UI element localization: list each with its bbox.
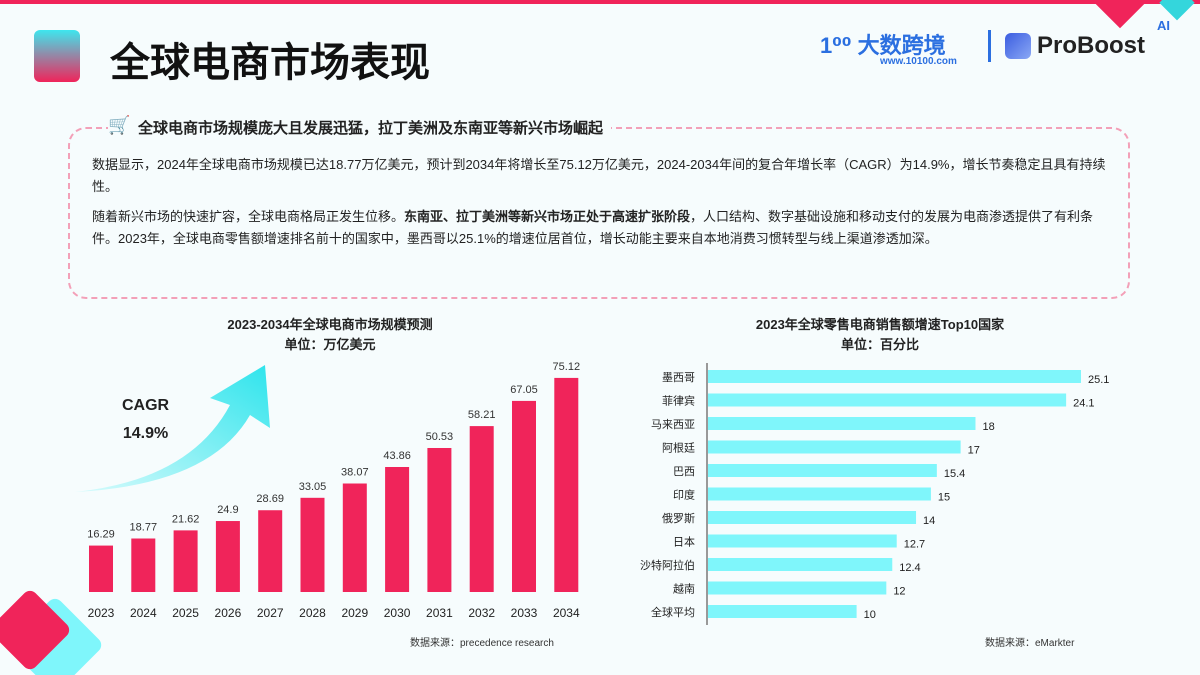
bar-2031	[427, 447, 452, 592]
top-accent-bar	[0, 0, 1200, 4]
x-tick-label-2033: 2033	[511, 606, 538, 620]
data-label-沙特阿拉伯: 12.4	[899, 562, 920, 574]
bar-全球平均	[708, 605, 857, 618]
data-label-越南: 12	[893, 586, 905, 598]
data-label-巴西: 15.4	[944, 468, 965, 480]
x-tick-label-2026: 2026	[215, 606, 242, 620]
x-tick-label-2031: 2031	[426, 606, 453, 620]
data-label-俄罗斯: 14	[923, 515, 935, 527]
data-label-2025: 21.62	[172, 513, 200, 525]
x-tick-label-2032: 2032	[468, 606, 495, 620]
data-label-2023: 16.29	[87, 529, 115, 541]
decorative-corner-shapes	[0, 590, 102, 675]
bar-巴西	[708, 464, 937, 477]
growth-arrow-icon	[75, 365, 270, 492]
y-tick-label-墨西哥: 墨西哥	[662, 371, 695, 384]
data-label-2024: 18.77	[130, 522, 158, 534]
data-label-马来西亚: 18	[982, 421, 994, 433]
right-chart-source: 数据来源：eMarkter	[985, 638, 1075, 649]
bar-2023	[89, 545, 113, 592]
data-label-2027: 28.69	[256, 493, 284, 505]
bar-马来西亚	[708, 417, 976, 430]
summary-heading: 🛒 全球电商市场规模庞大且发展迅猛，拉丁美洲及东南亚等新兴市场崛起	[108, 115, 612, 138]
bar-2034	[554, 377, 579, 592]
data-label-2034: 75.12	[553, 361, 581, 373]
x-tick-label-2034: 2034	[553, 606, 580, 620]
x-tick-label-2030: 2030	[384, 606, 411, 620]
data-label-阿根廷: 17	[968, 445, 980, 457]
bar-2032	[469, 426, 494, 592]
right-chart-title: 2023年全球零售电商销售额增速Top10国家 单位：百分比	[755, 317, 1005, 352]
y-tick-label-菲律宾: 菲律宾	[662, 394, 695, 408]
data-label-印度: 15	[938, 492, 950, 504]
market-size-bar-chart: 16.29 2023 18.77 2024 21.62 2025 24.9 2026 28.69…	[87, 361, 581, 620]
data-label-2031: 50.53	[426, 431, 454, 443]
x-tick-label-2023: 2023	[88, 606, 115, 620]
bar-阿根廷	[708, 440, 961, 454]
x-tick-label-2029: 2029	[341, 606, 368, 620]
decorative-shapes	[1091, 0, 1195, 29]
y-tick-label-巴西: 巴西	[673, 466, 695, 478]
bar-越南	[708, 581, 887, 595]
bar-印度	[708, 487, 931, 501]
logo-10100: 1⁰⁰ 大数跨境 www.10100.com	[820, 33, 957, 67]
data-label-日本: 12.7	[904, 539, 925, 551]
logo-divider	[988, 30, 991, 62]
y-tick-label-沙特阿拉伯: 沙特阿拉伯	[640, 558, 695, 572]
x-tick-label-2028: 2028	[299, 606, 326, 620]
bar-2026	[215, 521, 240, 592]
data-label-2026: 24.9	[217, 504, 238, 516]
data-label-2032: 58.21	[468, 409, 496, 421]
y-tick-label-全球平均: 全球平均	[651, 605, 695, 619]
phone-shopping-icon	[34, 30, 80, 82]
y-tick-label-俄罗斯: 俄罗斯	[662, 512, 695, 525]
y-tick-label-印度: 印度	[673, 488, 695, 502]
x-tick-label-2027: 2027	[257, 606, 284, 620]
x-tick-label-2025: 2025	[172, 606, 199, 620]
data-label-2030: 43.86	[383, 450, 411, 462]
data-label-菲律宾: 24.1	[1073, 398, 1094, 410]
cagr-annotation: CAGR 14.9%	[122, 397, 170, 442]
shopping-cart-icon: 🛒	[108, 115, 131, 135]
y-tick-label-越南: 越南	[673, 582, 695, 596]
bar-沙特阿拉伯	[708, 558, 893, 571]
bar-2028	[300, 497, 325, 592]
bar-2024	[131, 538, 156, 592]
summary-paragraph-2: 随着新兴市场的快速扩容，全球电商格局正发生位移。东南亚、拉丁美洲等新兴市场正处于…	[92, 209, 1094, 246]
data-label-2033: 67.05	[510, 384, 538, 396]
bar-日本	[708, 534, 897, 548]
bar-2025	[173, 530, 198, 592]
left-chart-title: 2023-2034年全球电商市场规模预测 单位：万亿美元	[227, 317, 433, 352]
left-chart-source: 数据来源：precedence research	[410, 638, 554, 649]
growth-rate-bar-chart: 墨西哥 25.1 菲律宾 24.1 马来西亚 18 阿根廷 17 巴西 15.4 印度 15 俄罗斯 14…	[640, 363, 1109, 625]
bar-2027	[258, 510, 283, 592]
data-label-2029: 38.07	[341, 467, 369, 479]
ai-badge: AI	[1157, 18, 1170, 33]
logo-proboost: ProBoost	[1005, 32, 1145, 60]
bar-2029	[342, 483, 367, 592]
y-tick-label-马来西亚: 马来西亚	[651, 418, 695, 431]
bar-俄罗斯	[708, 511, 917, 524]
bar-墨西哥	[708, 370, 1081, 383]
y-tick-label-阿根廷: 阿根廷	[662, 441, 695, 455]
bar-菲律宾	[708, 393, 1067, 407]
bar-2030	[385, 466, 410, 592]
data-label-墨西哥: 25.1	[1088, 374, 1109, 386]
data-label-2028: 33.05	[299, 481, 327, 493]
page-title: 全球电商市场表现	[110, 41, 430, 85]
proboost-icon	[1005, 33, 1031, 59]
bar-2033	[512, 400, 536, 592]
data-label-全球平均: 10	[864, 609, 876, 621]
summary-paragraph-1: 数据显示，2024年全球电商市场规模已达18.77万亿美元，预计到2034年将增…	[92, 157, 1106, 194]
y-tick-label-日本: 日本	[673, 535, 695, 549]
x-tick-label-2024: 2024	[130, 606, 157, 620]
